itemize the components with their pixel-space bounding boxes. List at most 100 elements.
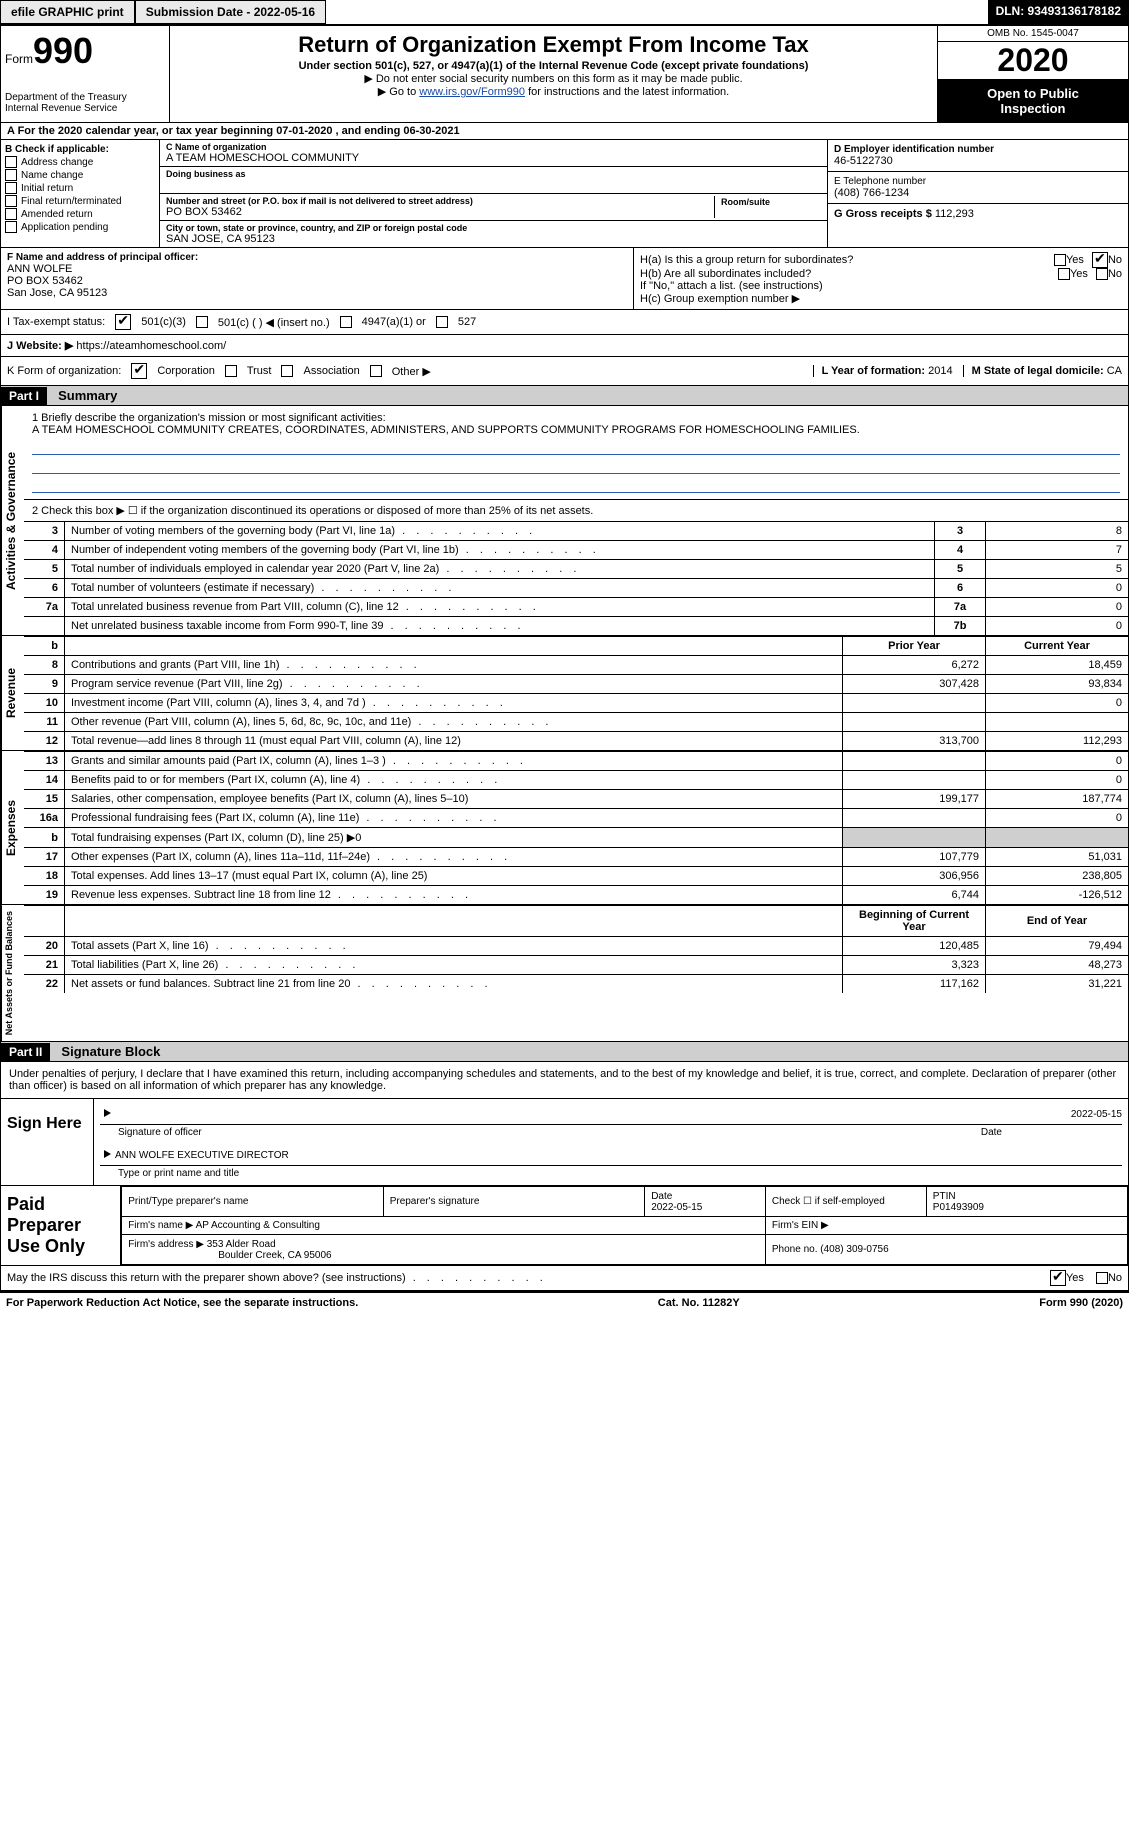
arrow-icon (104, 1109, 111, 1117)
sign-date-value: 2022-05-15 (1071, 1109, 1122, 1120)
hb-yes-lab: Yes (1070, 268, 1088, 280)
hb-yes-checkbox[interactable] (1058, 268, 1070, 280)
efile-print-button[interactable]: efile GRAPHIC print (0, 0, 135, 24)
table-row: 18Total expenses. Add lines 13–17 (must … (24, 867, 1128, 886)
lab-association: Association (303, 365, 359, 377)
chk-501c[interactable] (196, 316, 208, 328)
phone-label: E Telephone number (834, 176, 1122, 187)
table-row: Print/Type preparer's name Preparer's si… (122, 1187, 1128, 1217)
ha-yes-checkbox[interactable] (1054, 254, 1066, 266)
chk-other[interactable] (370, 365, 382, 377)
lab-other: Other ▶ (392, 365, 431, 378)
table-row: bPrior YearCurrent Year (24, 637, 1128, 656)
lab-501c3: 501(c)(3) (141, 316, 186, 328)
discuss-no-lab: No (1108, 1272, 1122, 1284)
form-footer: Form 990 (2020) (1039, 1297, 1123, 1309)
part2-title: Signature Block (53, 1042, 168, 1061)
declaration-text: Under penalties of perjury, I declare th… (0, 1062, 1129, 1099)
line-2: 2 Check this box ▶ ☐ if the organization… (24, 500, 1128, 521)
section-i: I Tax-exempt status: 501(c)(3) 501(c) ( … (0, 310, 1129, 335)
officer-addr1: PO BOX 53462 (7, 275, 627, 287)
hb-no-lab: No (1108, 268, 1122, 280)
section-b-label: B Check if applicable: (5, 144, 155, 155)
form990-link[interactable]: www.irs.gov/Form990 (419, 86, 525, 98)
chk-initial-return[interactable]: Initial return (5, 182, 155, 194)
table-row: 16aProfessional fundraising fees (Part I… (24, 809, 1128, 828)
chk-application-pending[interactable]: Application pending (5, 221, 155, 233)
org-name-label: C Name of organization (166, 142, 821, 152)
cat-number: Cat. No. 11282Y (658, 1297, 740, 1309)
discuss-yes-checkbox[interactable] (1050, 1270, 1066, 1286)
netassets-block: Net Assets or Fund Balances Beginning of… (0, 905, 1129, 1042)
sig-label: Signature of officer (118, 1127, 981, 1138)
table-row: 14Benefits paid to or for members (Part … (24, 771, 1128, 790)
footer-row: For Paperwork Reduction Act Notice, see … (0, 1291, 1129, 1313)
ein-value: 46-5122730 (834, 155, 1122, 167)
pra-notice: For Paperwork Reduction Act Notice, see … (6, 1297, 358, 1309)
table-row: 11Other revenue (Part VIII, column (A), … (24, 713, 1128, 732)
section-b: B Check if applicable: Address change Na… (1, 140, 160, 247)
hb-note: If "No," attach a list. (see instruction… (640, 280, 1122, 292)
chk-amended-return[interactable]: Amended return (5, 208, 155, 220)
mission-label: 1 Briefly describe the organization's mi… (32, 412, 1120, 424)
ha-no-lab: No (1108, 254, 1122, 266)
firm-phone-val: (408) 309-0756 (820, 1244, 888, 1255)
lab-trust: Trust (247, 365, 272, 377)
fh-block: F Name and address of principal officer:… (0, 248, 1129, 310)
hb-no-checkbox[interactable] (1096, 268, 1108, 280)
table-row: 9Program service revenue (Part VIII, lin… (24, 675, 1128, 694)
chk-address-change[interactable]: Address change (5, 156, 155, 168)
ein-label: D Employer identification number (834, 144, 1122, 155)
governance-block: Activities & Governance 1 Briefly descri… (0, 406, 1129, 636)
mission-block: 1 Briefly describe the organization's mi… (24, 406, 1128, 500)
form-word: Form (5, 52, 33, 66)
firm-addr1: 353 Alder Road (207, 1239, 276, 1250)
mission-rule-2 (32, 459, 1120, 474)
chk-association[interactable] (281, 365, 293, 377)
arrow-icon (104, 1150, 111, 1158)
lab-corporation: Corporation (157, 365, 214, 377)
mission-rule-1 (32, 440, 1120, 455)
table-row: 20Total assets (Part X, line 16)120,4857… (24, 937, 1128, 956)
table-row: 8Contributions and grants (Part VIII, li… (24, 656, 1128, 675)
ha-no-checkbox[interactable] (1092, 252, 1108, 268)
city-value: SAN JOSE, CA 95123 (166, 233, 821, 245)
chk-trust[interactable] (225, 365, 237, 377)
preparer-table: Print/Type preparer's name Preparer's si… (121, 1186, 1128, 1265)
table-row: 6Total number of volunteers (estimate if… (24, 579, 1128, 598)
section-deg: D Employer identification number 46-5122… (827, 140, 1128, 247)
dba-label: Doing business as (166, 169, 821, 179)
ha-label: H(a) Is this a group return for subordin… (640, 254, 1054, 266)
header-line2: ▶ Go to www.irs.gov/Form990 for instruct… (178, 85, 929, 98)
header-right: OMB No. 1545-0047 2020 Open to Public In… (937, 26, 1128, 122)
period-row: A For the 2020 calendar year, or tax yea… (0, 123, 1129, 140)
ptin-val: P01493909 (933, 1202, 984, 1213)
chk-527[interactable] (436, 316, 448, 328)
preparer-block: Paid Preparer Use Only Print/Type prepar… (0, 1186, 1129, 1266)
hc-label: H(c) Group exemption number ▶ (640, 292, 1122, 305)
table-row: 13Grants and similar amounts paid (Part … (24, 752, 1128, 771)
table-row: 21Total liabilities (Part X, line 26)3,3… (24, 956, 1128, 975)
phone-value: (408) 766-1234 (834, 187, 1122, 199)
chk-4947[interactable] (340, 316, 352, 328)
section-d: D Employer identification number 46-5122… (828, 140, 1128, 172)
discuss-no-checkbox[interactable] (1096, 1272, 1108, 1284)
city-label: City or town, state or province, country… (166, 223, 821, 233)
table-row: bTotal fundraising expenses (Part IX, co… (24, 828, 1128, 848)
sign-here-label: Sign Here (1, 1099, 94, 1185)
part2-header-row: Part II Signature Block (0, 1042, 1129, 1062)
open-line2: Inspection (1000, 101, 1065, 116)
state-domicile-label: M State of legal domicile: (972, 365, 1104, 377)
firm-addr2: Boulder Creek, CA 95006 (128, 1250, 331, 1261)
submission-date-button[interactable]: Submission Date - 2022-05-16 (135, 0, 326, 24)
chk-501c3[interactable] (115, 314, 131, 330)
gross-label: G Gross receipts $ (834, 208, 932, 220)
table-row: 22Net assets or fund balances. Subtract … (24, 975, 1128, 994)
chk-name-change[interactable]: Name change (5, 169, 155, 181)
chk-corporation[interactable] (131, 363, 147, 379)
year-formation-label: L Year of formation: (822, 365, 926, 377)
table-row: 17Other expenses (Part IX, column (A), l… (24, 848, 1128, 867)
chk-final-return[interactable]: Final return/terminated (5, 195, 155, 207)
hb-label: H(b) Are all subordinates included? (640, 268, 1058, 280)
chk-lab-5: Application pending (21, 222, 108, 233)
